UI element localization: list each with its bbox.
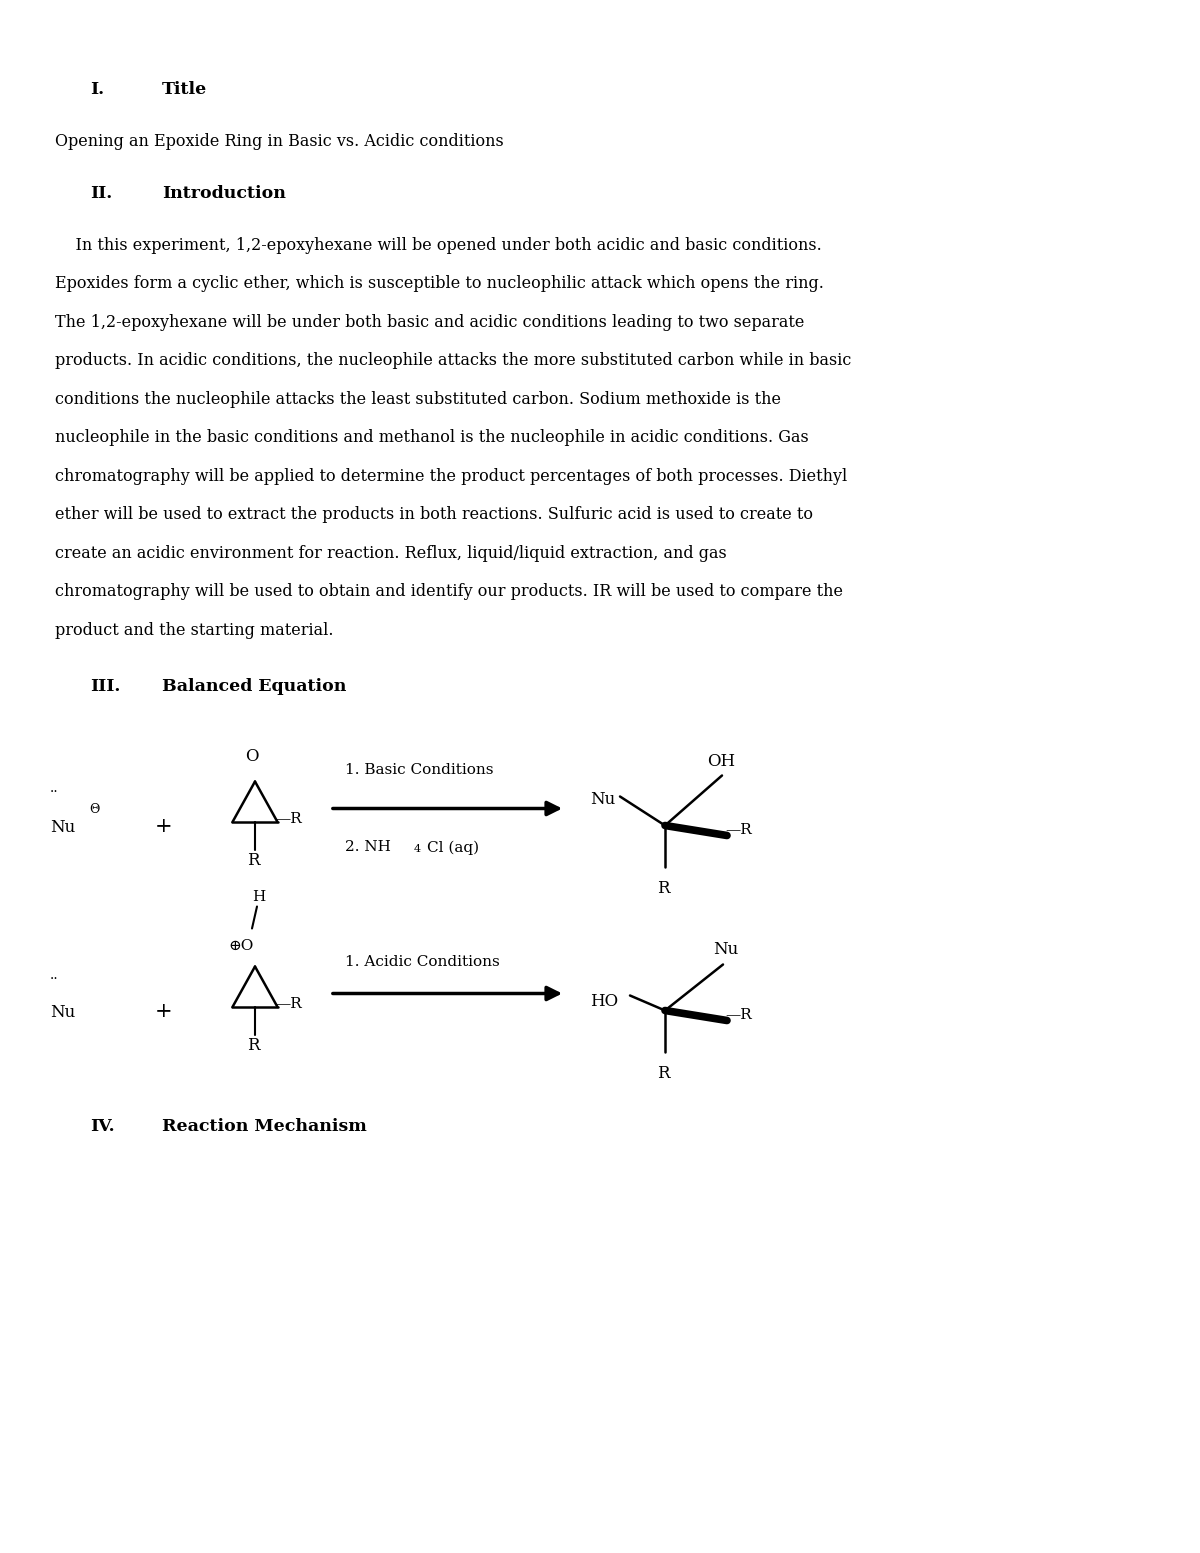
Text: OH: OH	[707, 753, 736, 770]
Text: R: R	[658, 1065, 670, 1082]
Text: +: +	[155, 817, 173, 837]
Text: ··: ··	[50, 972, 59, 986]
Text: —R: —R	[725, 823, 751, 837]
Text: 2. NH: 2. NH	[346, 840, 391, 854]
Text: Nu: Nu	[50, 1005, 76, 1022]
Text: 1. Acidic Conditions: 1. Acidic Conditions	[346, 955, 499, 969]
Text: —R: —R	[276, 812, 302, 826]
Text: create an acidic environment for reaction. Reflux, liquid/liquid extraction, and: create an acidic environment for reactio…	[55, 545, 727, 562]
Text: Θ: Θ	[89, 803, 100, 817]
Text: ether will be used to extract the products in both reactions. Sulfuric acid is u: ether will be used to extract the produc…	[55, 506, 814, 523]
Text: —R: —R	[276, 997, 302, 1011]
Text: The 1,2-epoxyhexane will be under both basic and acidic conditions leading to tw: The 1,2-epoxyhexane will be under both b…	[55, 314, 804, 331]
Text: Cl (aq): Cl (aq)	[427, 840, 479, 854]
Text: R: R	[247, 853, 259, 870]
Text: O: O	[245, 749, 258, 766]
Text: ··: ··	[50, 786, 59, 800]
Text: —R: —R	[725, 1008, 751, 1022]
Text: products. In acidic conditions, the nucleophile attacks the more substituted car: products. In acidic conditions, the nucl…	[55, 353, 851, 370]
Text: +: +	[155, 1003, 173, 1022]
Text: III.: III.	[90, 679, 120, 696]
Text: IV.: IV.	[90, 1118, 115, 1135]
Text: R: R	[658, 881, 670, 898]
Text: II.: II.	[90, 185, 113, 202]
Text: chromatography will be used to obtain and identify our products. IR will be used: chromatography will be used to obtain an…	[55, 584, 842, 601]
Text: ⊕O: ⊕O	[228, 938, 253, 952]
Text: Title: Title	[162, 81, 208, 98]
Text: Introduction: Introduction	[162, 185, 286, 202]
Text: product and the starting material.: product and the starting material.	[55, 623, 334, 638]
Text: Opening an Epoxide Ring in Basic vs. Acidic conditions: Opening an Epoxide Ring in Basic vs. Aci…	[55, 134, 504, 151]
Text: Reaction Mechanism: Reaction Mechanism	[162, 1118, 367, 1135]
Text: Nu: Nu	[50, 820, 76, 837]
Text: I.: I.	[90, 81, 104, 98]
Text: Balanced Equation: Balanced Equation	[162, 679, 347, 696]
Text: conditions the nucleophile attacks the least substituted carbon. Sodium methoxid: conditions the nucleophile attacks the l…	[55, 391, 781, 408]
Text: R: R	[247, 1037, 259, 1054]
Text: chromatography will be applied to determine the product percentages of both proc: chromatography will be applied to determ…	[55, 467, 847, 485]
Text: 1. Basic Conditions: 1. Basic Conditions	[346, 764, 493, 778]
Text: HO: HO	[590, 994, 618, 1011]
Text: nucleophile in the basic conditions and methanol is the nucleophile in acidic co: nucleophile in the basic conditions and …	[55, 430, 809, 447]
Text: H: H	[252, 890, 265, 904]
Text: 4: 4	[414, 845, 421, 854]
Text: Epoxides form a cyclic ether, which is susceptible to nucleophilic attack which : Epoxides form a cyclic ether, which is s…	[55, 275, 824, 292]
Text: Nu: Nu	[590, 792, 616, 809]
Text: In this experiment, 1,2-epoxyhexane will be opened under both acidic and basic c: In this experiment, 1,2-epoxyhexane will…	[55, 238, 822, 255]
Text: Nu: Nu	[713, 941, 738, 958]
